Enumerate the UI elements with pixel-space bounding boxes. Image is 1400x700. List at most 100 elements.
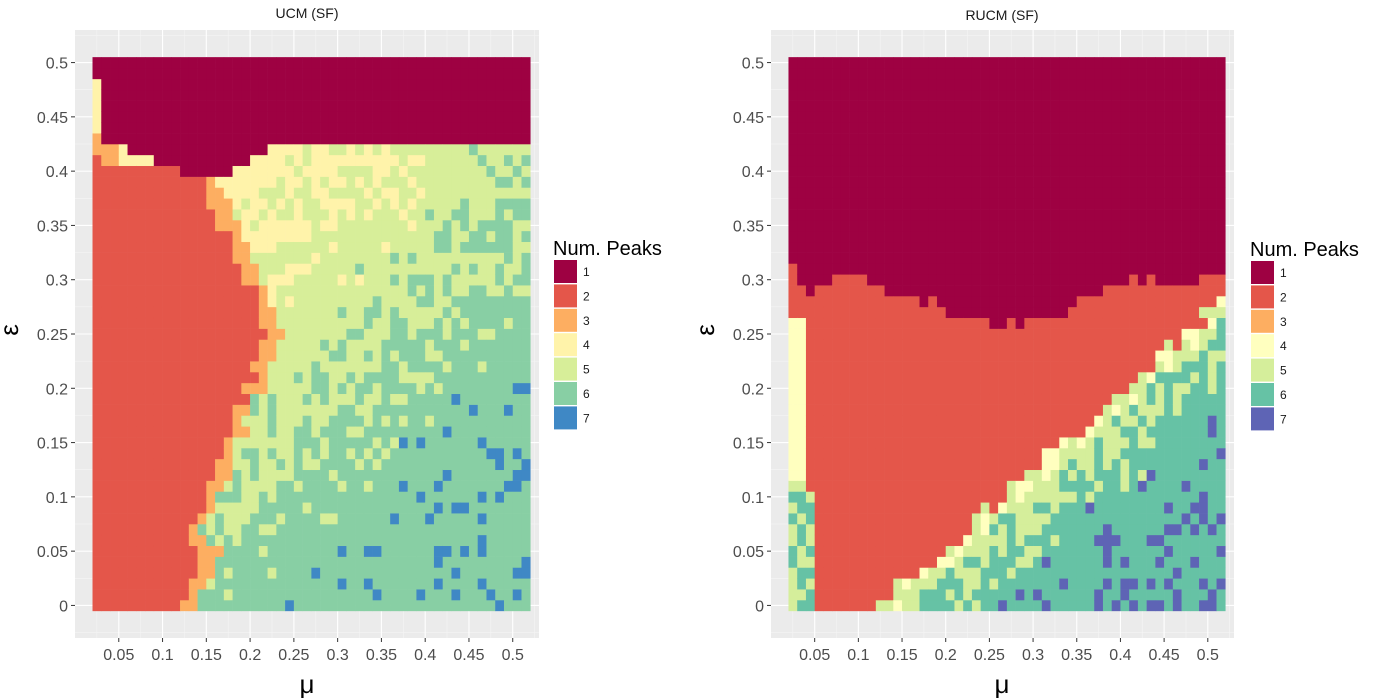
heat-tile	[1033, 437, 1043, 449]
heat-tile	[153, 426, 163, 438]
heat-tile	[1172, 524, 1182, 536]
heat-tile	[276, 545, 286, 557]
heat-tile	[1076, 263, 1086, 275]
heat-tile	[823, 165, 833, 177]
heat-tile	[1050, 600, 1060, 612]
heat-tile	[814, 133, 824, 145]
heat-tile	[162, 241, 172, 253]
heat-tile	[1137, 306, 1147, 319]
heat-tile	[346, 448, 356, 460]
heat-tile	[1015, 241, 1025, 253]
heat-tile	[1050, 491, 1060, 503]
heat-tile	[416, 133, 426, 145]
heat-tile	[206, 274, 216, 286]
heat-tile	[495, 68, 505, 80]
heat-tile	[823, 274, 833, 286]
heat-tile	[442, 372, 452, 384]
heat-tile	[162, 209, 172, 221]
heat-tile	[910, 187, 920, 199]
heat-tile	[337, 361, 347, 373]
heat-tile	[980, 382, 990, 395]
heatmap-tiles	[788, 57, 1226, 612]
heat-tile	[998, 534, 1008, 547]
heat-tile	[328, 491, 338, 503]
heat-tile	[963, 198, 973, 210]
heat-tile	[805, 513, 815, 525]
heat-tile	[512, 350, 522, 362]
heat-tile	[477, 589, 487, 601]
heat-tile	[1164, 480, 1174, 492]
heat-tile	[486, 415, 496, 427]
heat-tile	[1006, 198, 1016, 210]
heat-tile	[797, 78, 807, 91]
heat-tile	[215, 111, 225, 123]
heat-tile	[1102, 361, 1112, 373]
heat-tile	[910, 426, 920, 438]
heat-tile	[110, 176, 120, 188]
heat-tile	[416, 600, 426, 612]
heat-tile	[285, 404, 295, 416]
heat-tile	[328, 448, 338, 460]
heat-tile	[372, 328, 382, 340]
heat-tile	[788, 350, 798, 362]
heat-tile	[416, 78, 426, 91]
heat-tile	[197, 372, 207, 384]
heat-tile	[945, 78, 955, 91]
heat-tile	[118, 274, 128, 286]
heat-tile	[928, 220, 938, 232]
heat-tile	[963, 220, 973, 232]
heat-tile	[1006, 545, 1016, 557]
heat-tile	[433, 198, 443, 210]
heat-tile	[1155, 448, 1165, 460]
heat-tile	[1172, 339, 1182, 351]
heat-tile	[328, 469, 338, 481]
heat-tile	[1068, 567, 1078, 579]
heat-tile	[823, 122, 833, 134]
heat-tile	[311, 57, 321, 69]
heat-tile	[136, 209, 146, 221]
heat-tile	[936, 89, 947, 101]
heat-tile	[215, 372, 225, 384]
heat-tile	[928, 133, 938, 145]
heat-tile	[372, 578, 382, 590]
heat-tile	[971, 393, 981, 405]
heat-tile	[945, 274, 955, 286]
heat-tile	[398, 361, 408, 373]
heat-tile	[971, 589, 981, 601]
heat-tile	[416, 209, 426, 221]
heat-tile	[893, 78, 903, 91]
heat-tile	[1050, 382, 1060, 395]
heat-tile	[945, 600, 955, 612]
heat-tile	[1050, 78, 1060, 91]
heat-tile	[267, 339, 277, 351]
heat-tile	[337, 306, 347, 319]
heat-tile	[980, 426, 990, 438]
heat-tile	[372, 57, 382, 69]
heat-tile	[468, 578, 479, 590]
heat-tile	[311, 480, 321, 492]
heat-tile	[206, 89, 216, 101]
heat-tile	[206, 133, 216, 145]
heat-tile	[136, 57, 146, 69]
heat-tile	[162, 524, 172, 536]
heat-tile	[118, 372, 128, 384]
heat-tile	[1033, 426, 1043, 438]
heat-tile	[197, 415, 207, 427]
heat-tile	[1102, 545, 1112, 557]
heat-tile	[858, 154, 868, 167]
heat-tile	[127, 458, 137, 471]
heat-tile	[118, 458, 128, 471]
heat-tile	[215, 144, 225, 156]
heat-tile	[311, 458, 321, 471]
heat-tile	[1068, 68, 1078, 80]
heat-tile	[101, 187, 111, 199]
heat-tile	[928, 100, 938, 112]
heat-tile	[884, 165, 894, 177]
heat-tile	[1041, 448, 1051, 460]
heat-tile	[1033, 144, 1043, 156]
heat-tile	[381, 502, 391, 514]
heat-tile	[1137, 524, 1147, 536]
heat-tile	[145, 328, 155, 340]
heat-tile	[832, 100, 842, 112]
heat-tile	[302, 176, 312, 188]
